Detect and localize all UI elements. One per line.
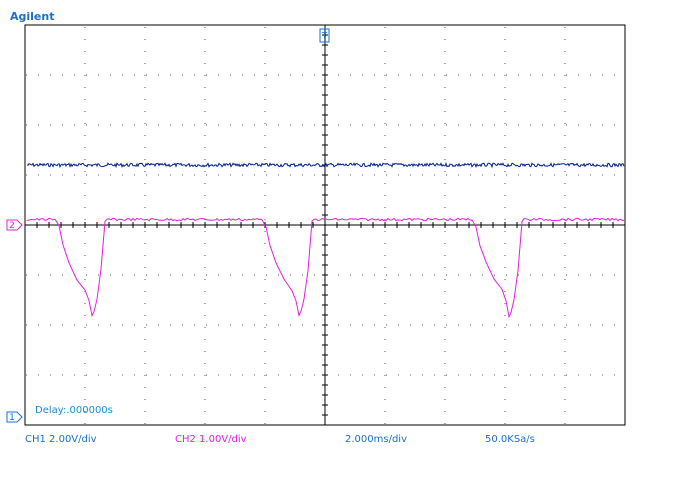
- ch1-marker: 1: [9, 413, 15, 423]
- ch2-marker-box: [6, 219, 23, 231]
- ch1-marker-box: [6, 411, 23, 423]
- ch1-trace: [26, 162, 625, 169]
- timebase: 2.000ms/div: [345, 434, 407, 445]
- ch2-marker: 2: [9, 221, 15, 231]
- delay-readout: Delay:.000000s: [35, 405, 113, 416]
- ch1-scale: CH1 2.00V/div: [25, 434, 97, 445]
- trigger-marker: T: [321, 32, 328, 42]
- sample-rate: 50.0KSa/s: [485, 434, 535, 445]
- brand: Agilent: [10, 10, 54, 23]
- ch2-scale: CH2 1.00V/div: [175, 434, 247, 445]
- trigger-marker-box: [319, 28, 330, 43]
- ch2-trace: [26, 217, 625, 319]
